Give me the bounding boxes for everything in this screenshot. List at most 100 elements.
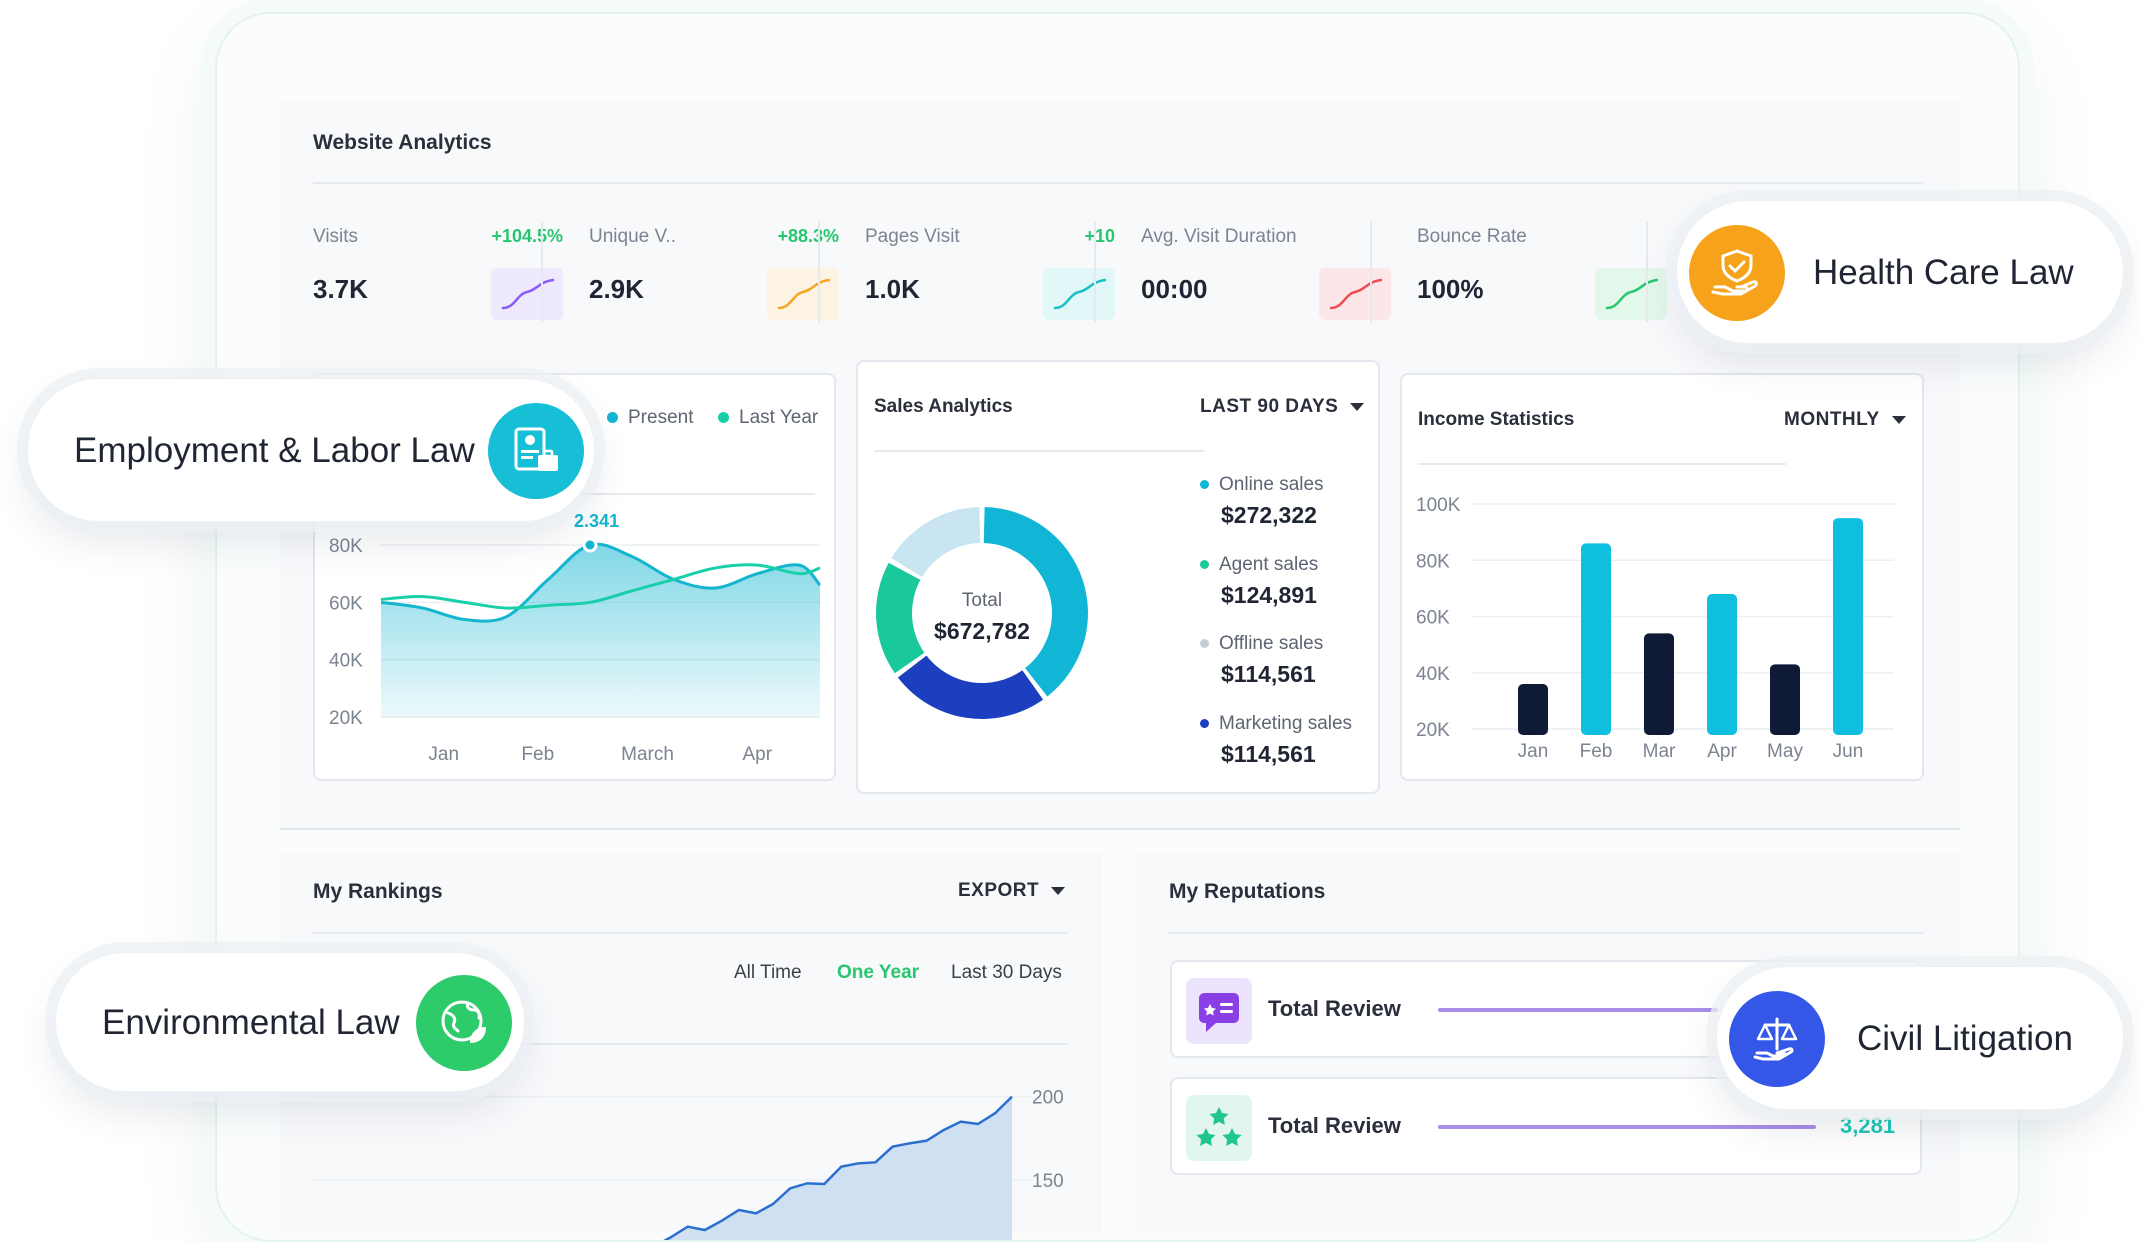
environmental-globe-icon <box>441 1000 486 1043</box>
kpi-change: +104.5% <box>491 226 563 246</box>
divider <box>1418 463 1786 465</box>
kpi-pages-visit: Pages Visit +10 1.0K <box>865 220 1115 330</box>
x-tick-label: May <box>1767 741 1803 762</box>
donut-slice <box>897 655 1044 719</box>
visits-area-chart-card: Present Last Year 80K 60K 40K 20K Jan Feb Marc… <box>313 373 836 781</box>
income-statistics-title: Income Statistics <box>1418 409 1575 430</box>
pill-civil-litigation[interactable]: Civil Litigation <box>1716 966 2124 1110</box>
income-period-dropdown[interactable]: MONTHLY <box>1784 409 1906 431</box>
pill-health-care-law[interactable]: Health Care Law <box>1676 200 2124 344</box>
legend-online-sales: Online sales <box>1200 474 1324 496</box>
sparkline-icon <box>1043 268 1115 320</box>
kpi-change: +88.3% <box>777 226 839 246</box>
employment-document-icon <box>488 403 584 499</box>
divider <box>313 1043 1067 1045</box>
sparkline-line <box>1605 278 1659 310</box>
legend-dot <box>718 412 729 424</box>
legend-label: Online sales <box>1219 474 1324 495</box>
review-row[interactable]: Total Review 3,281 <box>1170 1077 1922 1175</box>
income-statistics-card: Income Statistics MONTHLY 100K 80K 60K 40K 2… <box>1400 373 1924 781</box>
donut-slice <box>983 507 1088 697</box>
sparkline-line <box>1329 278 1383 310</box>
legend-dot <box>607 412 618 424</box>
chevron-down-icon <box>1051 886 1066 895</box>
kpi-divider <box>1370 222 1372 322</box>
y-tick-label: 60K <box>329 593 363 614</box>
pill-environmental-law[interactable]: Environmental Law <box>55 952 525 1092</box>
tab-last-30-days[interactable]: Last 30 Days <box>951 962 1062 983</box>
legend-dot <box>1200 639 1209 649</box>
x-tick-label: Jan <box>1518 741 1549 762</box>
x-tick-label: Feb <box>1580 741 1613 762</box>
kpi-value: 3.7K <box>313 274 368 304</box>
bar <box>1707 594 1737 735</box>
pill-label: Health Care Law <box>1813 253 2074 292</box>
sparkline <box>1605 278 1659 310</box>
export-dropdown[interactable]: EXPORT <box>958 880 1066 902</box>
x-tick-label: March <box>621 744 674 765</box>
x-tick-label: Mar <box>1643 741 1676 762</box>
offline-sales-value: $114,561 <box>1221 661 1316 687</box>
legend-label: Present <box>628 407 694 428</box>
tab-one-year[interactable]: One Year <box>837 962 920 983</box>
sales-analytics-title: Sales Analytics <box>874 396 1013 417</box>
y-tick-label: 40K <box>329 651 363 672</box>
rankings-area <box>665 1096 1012 1240</box>
sales-period-dropdown[interactable]: LAST 90 DAYS <box>1200 396 1365 418</box>
review-progress-bar <box>1438 1125 1816 1129</box>
review-stars-icon <box>1196 1107 1242 1146</box>
divider <box>313 932 1067 934</box>
annotation-point <box>582 537 598 553</box>
tab-all-time[interactable]: All Time <box>734 962 802 983</box>
bar <box>1770 664 1800 735</box>
civil-scales-icon <box>1753 1017 1798 1061</box>
review-chat-icon <box>1186 978 1252 1044</box>
annotation-label: 2.341 <box>574 511 619 531</box>
x-tick-label: Feb <box>521 744 554 765</box>
sales-donut-chart <box>876 507 1088 719</box>
legend-last-year[interactable]: Last Year <box>718 407 818 429</box>
pill-label: Environmental Law <box>102 1003 400 1042</box>
legend-marketing-sales: Marketing sales <box>1200 713 1352 735</box>
legend-label: Agent sales <box>1219 554 1319 575</box>
x-tick-label: Apr <box>742 744 772 765</box>
y-tick-label: 200 <box>1032 1088 1064 1109</box>
my-reputations-title: My Reputations <box>1169 880 1326 903</box>
y-tick-label: 20K <box>1416 720 1450 741</box>
legend-label: Last Year <box>739 407 819 428</box>
divider <box>1169 932 1923 934</box>
employment-document-icon <box>514 427 558 471</box>
legend-present[interactable]: Present <box>607 407 693 429</box>
health-shield-hand-icon <box>1711 249 1758 296</box>
marketing-sales-value: $114,561 <box>1221 741 1316 767</box>
review-label: Total Review <box>1268 1113 1401 1138</box>
present-line <box>380 542 822 623</box>
x-tick-label: Jun <box>1833 741 1864 762</box>
bar <box>1644 633 1674 735</box>
health-shield-hand-icon <box>1689 225 1785 321</box>
y-tick-label: 80K <box>329 536 363 557</box>
pill-employment-labor-law[interactable]: Employment & Labor Law <box>27 378 595 522</box>
divider <box>313 182 1923 184</box>
sparkline-icon <box>1319 268 1391 320</box>
x-tick-label: Apr <box>1707 741 1737 762</box>
divider <box>874 450 1204 452</box>
donut-slice <box>876 562 925 674</box>
sparkline <box>1053 278 1107 310</box>
website-analytics-title: Website Analytics <box>313 131 492 154</box>
kpi-change: +10 <box>1084 226 1115 246</box>
y-tick-label: 60K <box>1416 608 1450 629</box>
legend-offline-sales: Offline sales <box>1200 633 1323 655</box>
chevron-down-icon <box>1891 415 1906 424</box>
legend-agent-sales: Agent sales <box>1200 554 1318 576</box>
kpi-visits: Visits +104.5% 3.7K <box>313 220 563 330</box>
legend-label: Offline sales <box>1219 633 1324 654</box>
sparkline-icon <box>1595 268 1667 320</box>
review-progress-bar <box>1438 1008 1718 1012</box>
review-stars-icon <box>1186 1095 1252 1161</box>
legend-label: Marketing sales <box>1219 713 1353 734</box>
dropdown-label: LAST 90 DAYS <box>1200 396 1339 417</box>
review-count: 3,281 <box>1840 1113 1896 1138</box>
area-chart: 80K 60K 40K 20K Jan Feb March Apr 2.341 <box>329 511 822 765</box>
pill-label: Employment & Labor Law <box>74 431 475 470</box>
